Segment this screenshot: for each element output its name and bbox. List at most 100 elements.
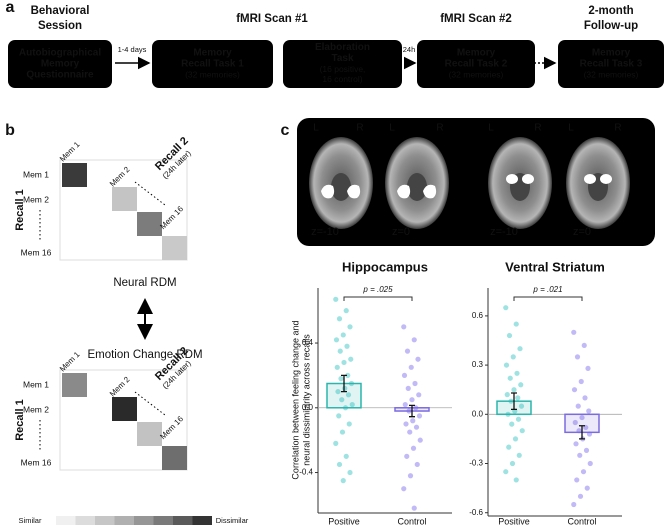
- data-point: [333, 296, 339, 302]
- data-point: [518, 382, 524, 388]
- data-point: [417, 437, 423, 443]
- data-point: [573, 441, 579, 447]
- orientation-label: L: [568, 123, 574, 134]
- task-title: Questionnaire: [26, 70, 94, 81]
- data-point: [345, 372, 351, 379]
- data-point: [509, 460, 516, 467]
- data-point: [509, 421, 515, 427]
- data-point: [339, 429, 346, 435]
- task-note: (32 memories): [449, 69, 504, 79]
- task-title: Recall Task 1: [181, 59, 244, 70]
- colorbar-step: [56, 516, 76, 525]
- y-axis-label: Correlation between feeling change and: [290, 320, 300, 479]
- data-point: [515, 416, 522, 422]
- y-tick-label: 0.0: [472, 409, 484, 418]
- roi-blob: [397, 184, 411, 199]
- data-point: [411, 505, 417, 511]
- data-point: [575, 403, 581, 409]
- col-label: Mem 16: [158, 414, 185, 441]
- data-point: [407, 429, 413, 435]
- significance-bracket: [513, 296, 583, 301]
- row-label: Mem 2: [23, 404, 49, 414]
- data-point: [507, 375, 513, 381]
- stage-header: Follow-up: [584, 20, 638, 32]
- data-point: [333, 440, 339, 446]
- rdm-cell: [162, 446, 187, 470]
- arrow-label: 1-4 days: [118, 45, 147, 54]
- dots: [134, 391, 166, 416]
- data-point: [410, 445, 417, 451]
- y-tick-label: 0.3: [472, 360, 484, 369]
- rdm-cell: [62, 373, 87, 397]
- data-point: [414, 461, 420, 468]
- rdm-name: Neural RDM: [113, 277, 176, 289]
- task-title: Autobiographical: [19, 48, 101, 59]
- task-box: [558, 40, 664, 88]
- error-bar: [409, 404, 415, 418]
- data-point: [586, 408, 592, 414]
- data-point: [337, 348, 343, 354]
- arrow-label: 24h: [403, 45, 416, 54]
- roi-blob: [600, 174, 612, 184]
- row-axis: Recall 1: [14, 189, 26, 231]
- y-tick-label: -0.3: [469, 459, 483, 468]
- colorbar-step: [153, 516, 173, 525]
- data-point: [339, 397, 345, 403]
- row-axis: Recall 1: [14, 399, 26, 441]
- row-label: Mem 1: [23, 379, 49, 389]
- slice-label: z=0: [392, 226, 410, 238]
- data-point: [401, 486, 407, 492]
- data-point: [574, 354, 581, 360]
- data-point: [515, 395, 521, 401]
- data-point: [346, 421, 352, 427]
- colorbar-step: [95, 516, 115, 525]
- roi-blob: [423, 184, 437, 199]
- data-point: [572, 419, 578, 426]
- y-tick-label: 0.0: [302, 403, 314, 412]
- task-note: (32 memories): [185, 69, 240, 79]
- orientation-label: L: [488, 123, 494, 134]
- error-bar: [579, 425, 585, 440]
- data-point: [503, 469, 509, 475]
- data-point: [338, 376, 344, 382]
- data-point: [517, 346, 523, 352]
- task-title: Task: [331, 53, 353, 64]
- data-point: [348, 356, 354, 362]
- stage-header: Behavioral: [31, 5, 90, 17]
- data-point: [336, 316, 343, 322]
- task-title: Recall Task 3: [580, 59, 643, 70]
- data-point: [403, 421, 409, 427]
- data-point: [577, 452, 583, 458]
- rdm-cell: [137, 422, 162, 446]
- data-point: [336, 461, 343, 468]
- data-point: [340, 332, 346, 338]
- panel-label: a: [6, 0, 15, 16]
- data-point: [341, 359, 347, 366]
- data-point: [404, 348, 411, 354]
- data-point: [416, 413, 423, 419]
- p-value: p = .025: [362, 285, 393, 294]
- colorbar-step: [192, 516, 212, 525]
- data-point: [584, 485, 590, 491]
- panel-label: b: [5, 122, 15, 139]
- row-label: Mem 16: [21, 457, 52, 467]
- significance-bracket: [343, 296, 413, 301]
- stage-header: fMRI Scan #1: [236, 13, 308, 25]
- data-point: [504, 392, 510, 398]
- data-point: [409, 397, 415, 403]
- data-point: [571, 387, 578, 393]
- data-point: [577, 493, 584, 499]
- stage-header: fMRI Scan #2: [440, 13, 512, 25]
- brain-panel: [297, 118, 655, 246]
- rdm-frame: [59, 369, 188, 471]
- brain-ventricle: [331, 173, 351, 201]
- stage-header: Session: [38, 20, 82, 32]
- data-point: [511, 387, 517, 393]
- rdm-cell: [162, 236, 187, 260]
- data-point: [410, 418, 416, 424]
- p-value: p = .021: [532, 285, 562, 294]
- data-point: [581, 342, 587, 349]
- brain-ventricle: [407, 173, 427, 201]
- roi-blob: [522, 174, 534, 184]
